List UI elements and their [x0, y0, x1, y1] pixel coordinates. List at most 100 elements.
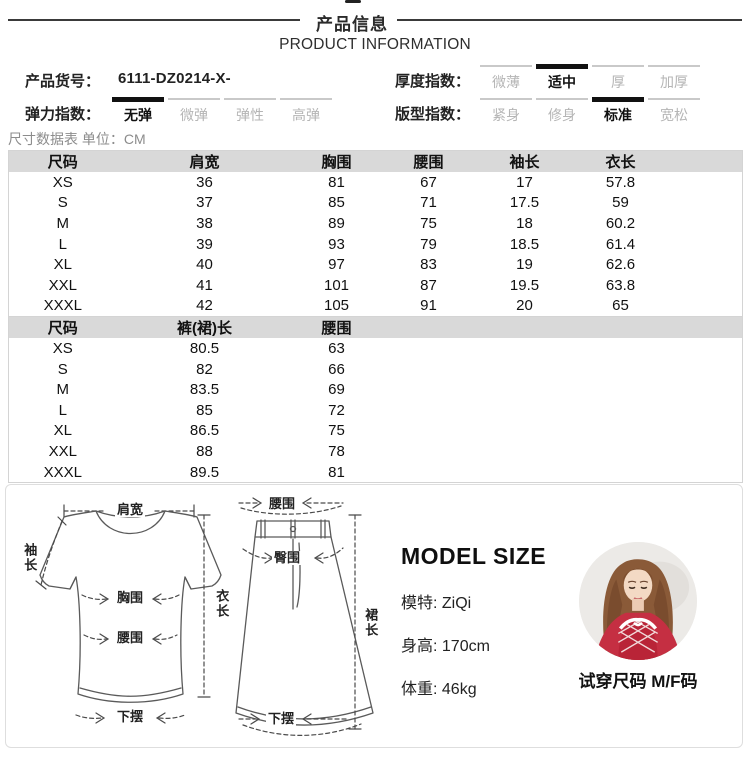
size-cell: 81	[328, 463, 345, 481]
column-header: 胸围	[292, 150, 381, 172]
size-cell: XL	[53, 422, 72, 440]
index-option-selected: 标准	[592, 97, 644, 125]
size-cell: XXXL	[43, 297, 82, 315]
column-header-filler	[380, 317, 743, 339]
product-code-value: 6111-DZ0214-X-	[118, 70, 231, 87]
column-header: 衣长	[572, 150, 669, 172]
size-cell: 42	[196, 297, 213, 315]
size-cell: 85	[328, 194, 345, 212]
size-cell-filler	[381, 359, 743, 380]
product-code-label: 产品货号：	[25, 73, 101, 90]
index-option: 高弹	[280, 97, 332, 125]
size-cell: 75	[420, 214, 437, 232]
column-header: 肩宽	[116, 150, 293, 172]
size-cell-filler	[669, 234, 743, 255]
size-cell: 63	[328, 339, 345, 357]
size-cell: L	[58, 401, 67, 419]
size-cell: 105	[323, 297, 350, 315]
size-cell: 89	[328, 214, 345, 232]
skirt-hem-label: 下摆	[265, 711, 297, 727]
elasticity-options: 无弹 微弹 弹性 高弹	[112, 97, 336, 125]
model-portrait-illustration	[579, 542, 697, 660]
info-row-1: 产品货号： 6111-DZ0214-X- 厚度指数： 微薄 适中厚加厚	[0, 64, 750, 92]
column-header: 尺码	[8, 150, 117, 172]
size-cell: 80.5	[189, 339, 220, 357]
size-cell: XS	[52, 173, 73, 191]
size-cell: 18.5	[509, 235, 540, 253]
size-cell: 88	[196, 442, 213, 460]
size-cell: XXL	[48, 276, 77, 294]
size-row: XL 86.5 75	[9, 421, 743, 442]
size-cell: XXXL	[43, 463, 82, 481]
size-cell-filler	[381, 400, 743, 421]
size-row: XXXL 89.5 81	[9, 462, 743, 483]
model-photo	[579, 542, 697, 660]
skirt-hip-label: 臀围	[271, 550, 303, 566]
size-cell: 40	[196, 256, 213, 274]
size-cell: S	[57, 194, 68, 212]
size-tables: 尺码 肩宽 胸围 腰围 袖长 衣长 XS 36 81 67 17 57.8 S 37 85 71 17.5 59…	[8, 150, 743, 484]
skirt-waist-label: 腰围	[266, 496, 298, 512]
size-table-unit-note: 尺寸数据表 单位：CM	[8, 131, 146, 147]
size-cell: M	[56, 381, 70, 399]
chest-label: 胸围	[114, 590, 146, 606]
waist-label: 腰围	[114, 630, 146, 646]
size-cell: 101	[323, 276, 350, 294]
size-cell: XS	[52, 339, 73, 357]
size-cell-filler	[381, 421, 743, 442]
size-cell: 81	[328, 173, 345, 191]
model-weight: 体重: 46kg	[401, 681, 477, 698]
size-cell: 62.6	[605, 256, 636, 274]
model-size-heading: MODEL SIZE	[401, 543, 547, 569]
index-option-selected: 适中	[536, 64, 588, 92]
size-cell: 83.5	[189, 381, 220, 399]
size-cell: 65	[612, 297, 629, 315]
size-row: S 37 85 71 17.5 59	[9, 193, 743, 214]
index-option: 加厚	[648, 64, 700, 92]
size-row: L 85 72	[9, 400, 743, 421]
size-cell: L	[58, 235, 67, 253]
column-header: 裤(裙)长	[116, 317, 293, 339]
size-cell-filler	[669, 254, 743, 275]
size-cell: 63.8	[605, 276, 636, 294]
size-row: XS 36 81 67 17 57.8	[9, 172, 743, 193]
header-row: 尺码 裤(裙)长 腰围	[8, 317, 743, 339]
size-cell: 36	[196, 173, 213, 191]
size-cell: 20	[516, 297, 533, 315]
size-row: S 82 66	[9, 359, 743, 380]
size-cell-filler	[381, 379, 743, 400]
size-cell: 91	[420, 297, 437, 315]
index-option: 宽松	[648, 97, 700, 125]
size-cell: 79	[420, 235, 437, 253]
size-cell: 66	[328, 360, 345, 378]
size-cell: 60.2	[605, 214, 636, 232]
size-cell: 61.4	[605, 235, 636, 253]
skirt-diagram: 腰围 臀围 下摆 裙长	[231, 491, 381, 739]
size-cell: 18	[516, 214, 533, 232]
page-title: 产品信息	[316, 15, 388, 34]
size-cell-filler	[669, 213, 743, 234]
size-cell: 71	[420, 194, 437, 212]
size-cell: 39	[196, 235, 213, 253]
size-cell: 83	[420, 256, 437, 274]
size-row: L 39 93 79 18.5 61.4	[9, 234, 743, 255]
size-row: M 38 89 75 18 60.2	[9, 213, 743, 234]
size-cell: 17	[516, 173, 533, 191]
size-cell: XL	[53, 256, 72, 274]
size-cell-filler	[669, 172, 743, 193]
index-option: 弹性	[224, 97, 276, 125]
index-option: 厚	[592, 64, 644, 92]
size-cell-filler	[669, 296, 743, 317]
index-option-selected: 无弹	[112, 97, 164, 125]
size-cell: 97	[328, 256, 345, 274]
shoulder-width-label: 肩宽	[114, 502, 146, 518]
size-cell: 69	[328, 381, 345, 399]
size-cell: 75	[328, 422, 345, 440]
size-row: XXL 88 78	[9, 441, 743, 462]
size-cell: 41	[196, 276, 213, 294]
hem-label: 下摆	[114, 709, 146, 725]
size-cell: 19.5	[509, 276, 540, 294]
size-cell: 19	[516, 256, 533, 274]
index-option: 修身	[536, 97, 588, 125]
